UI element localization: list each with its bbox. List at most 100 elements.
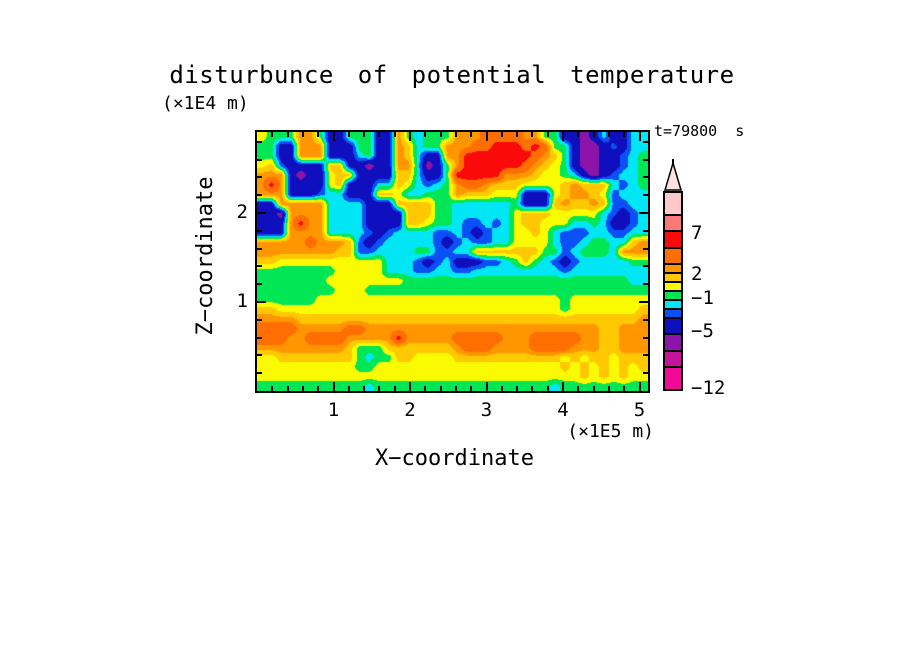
colorbar-tick-label: −1 <box>691 287 714 309</box>
colorbar-segment <box>665 333 681 350</box>
x-minor-tick <box>287 386 289 391</box>
x-minor-tick <box>608 132 610 137</box>
y-axis-unit-label: (×1E4 m) <box>162 93 249 114</box>
x-minor-tick <box>547 386 549 391</box>
y-major-tick <box>639 301 648 303</box>
x-minor-tick <box>623 386 625 391</box>
colorbar-segment <box>665 193 681 215</box>
x-major-tick <box>333 382 335 391</box>
y-tick-label: 2 <box>236 201 248 223</box>
plot-title: disturbunce of potential temperature <box>169 61 735 89</box>
y-minor-tick <box>257 159 262 161</box>
y-minor-tick <box>643 319 648 321</box>
x-major-tick <box>562 132 564 141</box>
x-major-tick <box>333 132 335 141</box>
x-minor-tick <box>317 132 319 137</box>
colorbar-segment <box>665 308 681 318</box>
x-tick-label: 2 <box>404 399 416 421</box>
y-minor-tick <box>257 354 262 356</box>
x-minor-tick <box>516 386 518 391</box>
colorbar-segment <box>665 271 681 281</box>
plot-frame <box>255 130 650 393</box>
x-minor-tick <box>363 132 365 137</box>
x-minor-tick <box>577 132 579 137</box>
x-axis-title: X−coordinate <box>375 446 534 471</box>
x-minor-tick <box>424 132 426 137</box>
x-minor-tick <box>394 386 396 391</box>
y-tick-label: 1 <box>236 290 248 312</box>
colorbar-tick-label: 2 <box>691 263 703 285</box>
x-minor-tick <box>531 386 533 391</box>
y-minor-tick <box>643 337 648 339</box>
y-minor-tick <box>257 230 262 232</box>
colorbar-segment <box>665 262 681 272</box>
x-minor-tick <box>378 386 380 391</box>
x-minor-tick <box>271 386 273 391</box>
x-tick-label: 4 <box>557 399 569 421</box>
x-minor-tick <box>547 132 549 137</box>
y-minor-tick <box>643 265 648 267</box>
colorbar-tick-label: 7 <box>691 222 703 244</box>
x-minor-tick <box>593 132 595 137</box>
colorbar-segment <box>665 290 681 300</box>
y-minor-tick <box>257 194 262 196</box>
y-minor-tick <box>643 372 648 374</box>
x-minor-tick <box>470 386 472 391</box>
colorbar-segment <box>665 230 681 247</box>
x-major-tick <box>486 382 488 391</box>
x-major-tick <box>562 382 564 391</box>
x-axis-unit-label: (×1E5 m) <box>567 421 654 442</box>
y-minor-tick <box>643 354 648 356</box>
x-minor-tick <box>501 386 503 391</box>
colorbar-segment <box>665 349 681 366</box>
y-minor-tick <box>643 230 648 232</box>
x-minor-tick <box>271 132 273 137</box>
x-tick-label: 1 <box>327 399 340 421</box>
x-minor-tick <box>593 386 595 391</box>
x-minor-tick <box>608 386 610 391</box>
y-minor-tick <box>257 141 262 143</box>
heatmap-canvas <box>257 132 648 391</box>
x-minor-tick <box>455 132 457 137</box>
x-minor-tick <box>440 386 442 391</box>
x-minor-tick <box>363 386 365 391</box>
x-major-tick <box>639 382 641 391</box>
y-minor-tick <box>643 283 648 285</box>
x-minor-tick <box>424 386 426 391</box>
x-minor-tick <box>348 132 350 137</box>
y-minor-tick <box>257 265 262 267</box>
y-minor-tick <box>257 337 262 339</box>
x-minor-tick <box>623 132 625 137</box>
colorbar-segment <box>665 280 681 290</box>
y-minor-tick <box>643 248 648 250</box>
y-minor-tick <box>643 141 648 143</box>
y-minor-tick <box>257 283 262 285</box>
x-minor-tick <box>378 132 380 137</box>
y-axis-title: Z−coordinate <box>193 176 218 336</box>
colorbar <box>663 191 683 391</box>
time-label: t=79800 s <box>654 122 745 140</box>
x-minor-tick <box>501 132 503 137</box>
y-minor-tick <box>257 176 262 178</box>
x-minor-tick <box>302 132 304 137</box>
colorbar-arrow-icon <box>663 159 683 191</box>
x-major-tick <box>409 382 411 391</box>
y-minor-tick <box>643 159 648 161</box>
x-minor-tick <box>455 386 457 391</box>
x-minor-tick <box>531 132 533 137</box>
colorbar-tick-label: −5 <box>691 320 714 342</box>
x-minor-tick <box>317 386 319 391</box>
x-tick-label: 3 <box>480 399 493 421</box>
x-tick-label: 5 <box>633 399 646 421</box>
x-major-tick <box>639 132 641 141</box>
colorbar-segment <box>665 214 681 231</box>
y-minor-tick <box>643 194 648 196</box>
y-minor-tick <box>257 319 262 321</box>
colorbar-segment <box>665 299 681 309</box>
x-minor-tick <box>287 132 289 137</box>
colorbar-segment <box>665 317 681 334</box>
colorbar-tick-label: −12 <box>691 377 726 399</box>
x-minor-tick <box>470 132 472 137</box>
x-minor-tick <box>577 386 579 391</box>
